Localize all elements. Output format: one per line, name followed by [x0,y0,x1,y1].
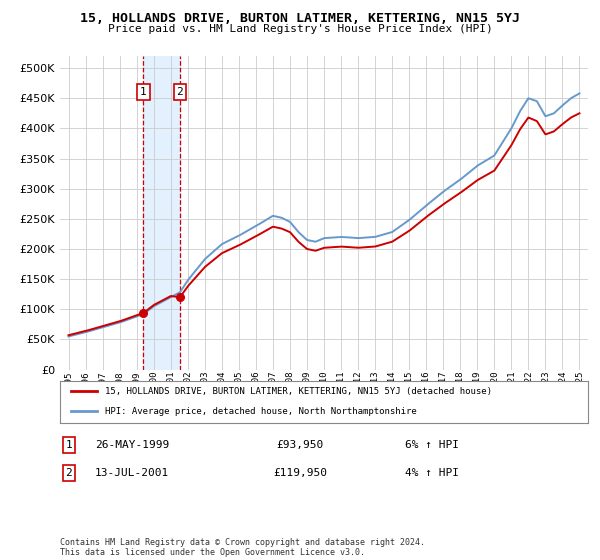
Text: 13-JUL-2001: 13-JUL-2001 [95,468,169,478]
Text: 1: 1 [140,87,147,97]
Bar [143,56,180,370]
Text: £93,950: £93,950 [277,440,323,450]
Text: 26-MAY-1999: 26-MAY-1999 [95,440,169,450]
Text: 6% ↑ HPI: 6% ↑ HPI [405,440,459,450]
Text: 15, HOLLANDS DRIVE, BURTON LATIMER, KETTERING, NN15 5YJ (detached house): 15, HOLLANDS DRIVE, BURTON LATIMER, KETT… [105,387,492,396]
Text: Price paid vs. HM Land Registry's House Price Index (HPI): Price paid vs. HM Land Registry's House … [107,24,493,34]
Text: 15, HOLLANDS DRIVE, BURTON LATIMER, KETTERING, NN15 5YJ: 15, HOLLANDS DRIVE, BURTON LATIMER, KETT… [80,12,520,25]
Text: HPI: Average price, detached house, North Northamptonshire: HPI: Average price, detached house, Nort… [105,407,416,416]
Text: £119,950: £119,950 [273,468,327,478]
Text: 4% ↑ HPI: 4% ↑ HPI [405,468,459,478]
Text: 2: 2 [65,468,73,478]
Text: 1: 1 [65,440,73,450]
Text: Contains HM Land Registry data © Crown copyright and database right 2024.
This d: Contains HM Land Registry data © Crown c… [60,538,425,557]
Text: 2: 2 [176,87,183,97]
